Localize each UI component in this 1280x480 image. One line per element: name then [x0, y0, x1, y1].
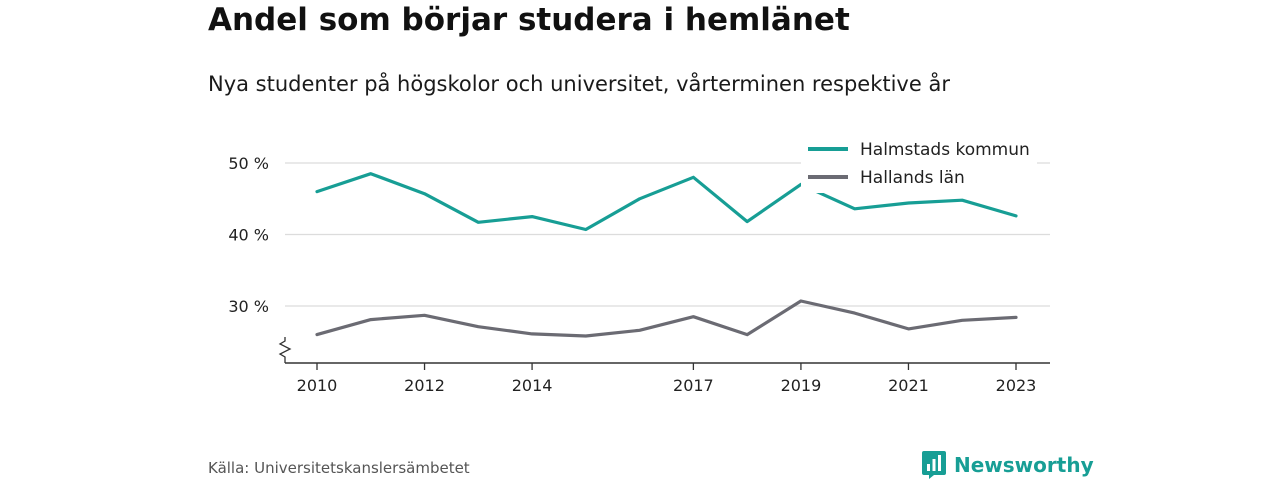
x-tick-label: 2021 — [888, 376, 929, 395]
bar-chart-speech-bubble-icon — [922, 451, 946, 479]
axes: 30 % 40 % 50 % 2010 2012 2014 2017 2019 2021 2023 — [228, 154, 1050, 395]
legend-background — [801, 135, 1037, 193]
axis-break-icon — [278, 337, 292, 363]
chart-title: Andel som börjar studera i hemlänet — [208, 2, 850, 38]
chart-subtitle: Nya studenter på högskolor och universit… — [208, 72, 950, 96]
legend-label: Halmstads kommun — [860, 140, 1030, 160]
series-line — [315, 172, 1018, 232]
x-tick-label: 2019 — [781, 376, 822, 395]
series-line — [315, 299, 1018, 338]
source-note: Källa: Universitetskanslersämbetet — [208, 459, 470, 477]
x-tick-label: 2017 — [673, 376, 714, 395]
brand-name: Newsworthy — [954, 453, 1094, 477]
y-tick-label: 40 % — [228, 226, 269, 245]
x-tick-label: 2012 — [404, 376, 445, 395]
line-chart: 30 % 40 % 50 % 2010 2012 2014 2017 2019 2021 2023… — [228, 135, 1050, 395]
x-tick-label: 2010 — [297, 376, 338, 395]
legend-label: Hallands län — [860, 168, 965, 188]
x-tick-label: 2014 — [512, 376, 553, 395]
y-tick-label: 30 % — [228, 297, 269, 316]
x-tick-label: 2023 — [996, 376, 1037, 395]
brand-logo: Newsworthy — [922, 450, 1094, 480]
legend: Halmstads kommun Hallands län — [801, 135, 1037, 193]
y-tick-label: 50 % — [228, 154, 269, 173]
series-lines — [315, 172, 1018, 338]
